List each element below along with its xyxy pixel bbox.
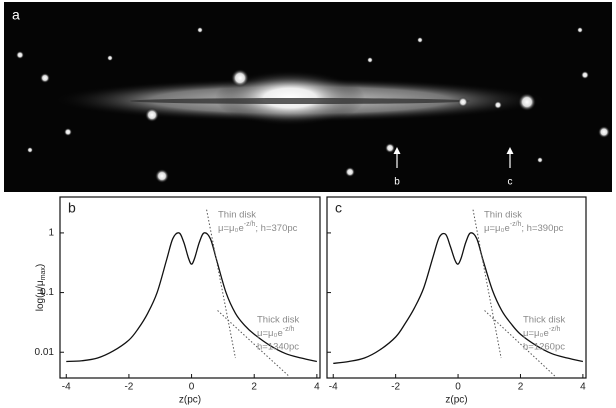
x-tick-label: 0 bbox=[455, 382, 461, 393]
annotation-formula: μ=μ₀e-z/h; h=370pc bbox=[218, 221, 298, 234]
y-tick-label: 1 bbox=[48, 228, 54, 239]
marker-label: c bbox=[508, 177, 513, 188]
profile-line bbox=[66, 232, 318, 363]
plot-frame bbox=[326, 196, 587, 379]
formula-exp: -z/h bbox=[244, 221, 256, 228]
x-tick-label: -2 bbox=[124, 382, 133, 393]
scale-height: ; h=370pc bbox=[255, 223, 297, 234]
annotation-title: Thick disk bbox=[257, 315, 299, 326]
annotation-title: Thick disk bbox=[523, 315, 565, 326]
scale-height: ; h=390pc bbox=[521, 223, 563, 234]
scale-height: h=1340pc bbox=[257, 342, 299, 353]
fit-line bbox=[206, 209, 236, 359]
annotation-formula: μ=μ₀e-z/h; h=390pc bbox=[484, 221, 564, 234]
x-tick-label: -4 bbox=[329, 382, 338, 393]
marker-label: b bbox=[394, 177, 400, 188]
x-tick-label: 2 bbox=[251, 382, 257, 393]
panel-label: b bbox=[68, 200, 76, 216]
y-axis-label: log(μ/μmax) bbox=[35, 264, 47, 312]
x-axis-label: z(pc) bbox=[179, 395, 201, 406]
x-tick-label: 4 bbox=[580, 382, 586, 393]
formula-exp: -z/h bbox=[510, 221, 522, 228]
y-label-text: log(μ/μ bbox=[35, 280, 46, 311]
y-label-end: ) bbox=[35, 264, 46, 267]
fit-line bbox=[217, 310, 290, 377]
annotation-formula: μ=μ₀e-z/h bbox=[523, 326, 561, 339]
galaxy-image: a b c bbox=[4, 2, 612, 192]
formula: μ=μ₀e bbox=[484, 223, 510, 234]
profile-line bbox=[333, 232, 584, 365]
annotation-title: Thin disk bbox=[484, 210, 522, 221]
annotation-title: Thin disk bbox=[218, 210, 256, 221]
panel-label: a bbox=[12, 7, 20, 23]
x-tick-label: -4 bbox=[62, 382, 71, 393]
fit-line bbox=[472, 209, 502, 359]
x-tick-label: 0 bbox=[189, 382, 195, 393]
y-tick-label: 0.1 bbox=[40, 287, 54, 298]
x-tick-label: -2 bbox=[391, 382, 400, 393]
x-axis-label: z(pc) bbox=[445, 395, 467, 406]
formula: μ=μ₀e bbox=[218, 223, 244, 234]
formula: μ=μ₀e bbox=[257, 328, 283, 339]
panel-label: c bbox=[335, 200, 342, 216]
formula: μ=μ₀e bbox=[523, 328, 549, 339]
y-label-sub: max bbox=[40, 267, 47, 281]
annotation-formula: μ=μ₀e-z/h bbox=[257, 326, 295, 339]
x-tick-label: 4 bbox=[314, 382, 320, 393]
formula-exp: -z/h bbox=[283, 326, 295, 333]
x-tick-label: 2 bbox=[518, 382, 524, 393]
formula-exp: -z/h bbox=[549, 326, 561, 333]
scale-height: h=1260pc bbox=[523, 342, 565, 353]
plot-frame bbox=[59, 196, 321, 379]
y-tick-label: 0.01 bbox=[35, 347, 55, 358]
